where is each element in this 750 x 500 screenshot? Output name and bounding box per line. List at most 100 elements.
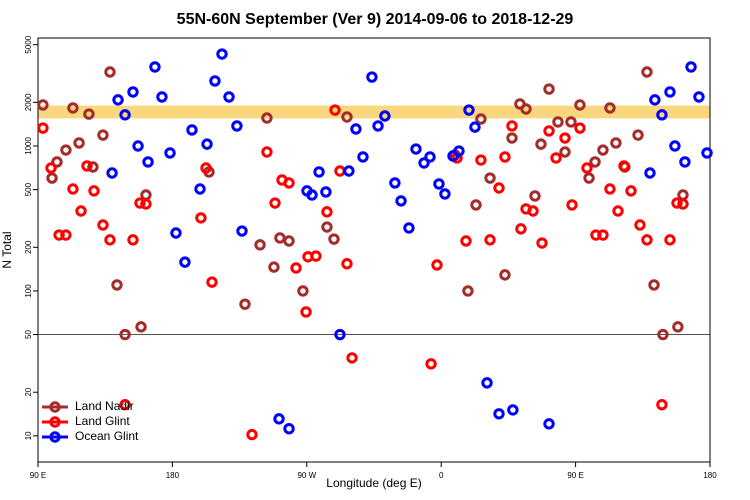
data-point xyxy=(484,172,496,184)
data-point xyxy=(261,112,273,124)
data-point xyxy=(574,99,586,111)
data-point xyxy=(566,199,578,211)
data-point xyxy=(475,154,487,166)
data-point xyxy=(583,172,595,184)
data-point xyxy=(357,151,369,163)
data-point xyxy=(261,146,273,158)
legend-label: Land Nadir xyxy=(75,399,134,413)
data-point xyxy=(135,321,147,333)
data-point xyxy=(320,186,332,198)
data-point xyxy=(481,377,493,389)
data-point xyxy=(119,328,131,341)
data-point xyxy=(664,86,676,98)
data-point xyxy=(520,103,532,115)
data-point xyxy=(111,279,123,291)
data-point xyxy=(97,129,109,141)
data-point xyxy=(463,104,475,116)
data-point xyxy=(112,94,124,106)
data-point xyxy=(343,165,355,177)
data-point xyxy=(156,91,168,103)
data-point xyxy=(37,99,49,111)
data-point xyxy=(657,328,669,341)
data-point xyxy=(431,259,443,271)
data-point xyxy=(493,408,505,420)
data-point xyxy=(239,298,251,310)
data-point xyxy=(300,306,312,318)
data-point xyxy=(283,423,295,435)
data-point xyxy=(543,83,555,95)
data-point xyxy=(246,428,258,441)
data-point xyxy=(395,195,407,207)
data-point xyxy=(597,229,609,241)
data-point xyxy=(60,144,72,156)
data-point xyxy=(274,232,286,244)
data-point xyxy=(329,104,341,116)
data-point xyxy=(669,140,681,152)
data-point xyxy=(671,197,683,209)
y-tick-label: 200 xyxy=(24,240,33,254)
data-point xyxy=(634,219,646,231)
x-tick-label: 90 W xyxy=(297,471,316,480)
data-point xyxy=(73,137,85,149)
data-point xyxy=(83,108,95,120)
data-point xyxy=(46,172,58,184)
data-point xyxy=(379,110,391,122)
data-point xyxy=(618,160,630,172)
data-point xyxy=(81,160,93,172)
data-point xyxy=(87,161,99,173)
x-tick-label: 180 xyxy=(703,471,717,480)
data-point xyxy=(499,151,511,163)
x-tick-label: 180 xyxy=(166,471,180,480)
data-point xyxy=(334,328,346,341)
data-point xyxy=(51,156,63,168)
data-point xyxy=(604,102,616,114)
data-point xyxy=(604,183,616,195)
data-point xyxy=(462,285,474,297)
data-point xyxy=(515,223,527,235)
data-point xyxy=(88,185,100,197)
data-point xyxy=(506,120,518,132)
data-point xyxy=(433,178,445,190)
data-point xyxy=(254,239,266,251)
y-tick-label: 10 xyxy=(24,431,33,440)
data-point xyxy=(306,189,318,201)
data-point xyxy=(552,116,564,128)
reference-band xyxy=(38,105,710,119)
data-point xyxy=(127,234,139,246)
data-point xyxy=(460,235,472,247)
data-point xyxy=(543,125,555,137)
data-point xyxy=(140,189,152,201)
data-point xyxy=(693,91,705,103)
data-point xyxy=(106,167,118,179)
data-point xyxy=(283,177,295,189)
data-point xyxy=(529,190,541,202)
data-point xyxy=(186,124,198,136)
data-point xyxy=(60,229,72,241)
data-point xyxy=(475,113,487,125)
data-point xyxy=(648,279,660,291)
y-axis-label: N Total xyxy=(0,231,14,268)
data-point xyxy=(403,222,415,234)
data-point xyxy=(543,418,555,430)
data-point xyxy=(610,137,622,149)
data-point xyxy=(341,258,353,270)
x-tick-label: 90 E xyxy=(567,471,583,480)
y-tick-label: 100 xyxy=(24,284,33,298)
data-point xyxy=(127,86,139,98)
data-point xyxy=(612,205,624,217)
data-point xyxy=(164,147,176,159)
data-point xyxy=(104,234,116,246)
data-point xyxy=(341,111,353,123)
data-point xyxy=(310,250,322,262)
data-point xyxy=(142,156,154,168)
data-point xyxy=(499,269,511,281)
y-tick-label: 1000 xyxy=(24,137,33,155)
legend-label: Ocean Glint xyxy=(75,429,139,443)
data-point xyxy=(170,227,182,239)
data-point xyxy=(597,144,609,156)
data-point xyxy=(149,61,161,73)
data-point xyxy=(574,122,586,134)
data-point xyxy=(581,162,593,174)
data-point xyxy=(231,120,243,132)
data-point xyxy=(104,66,116,78)
